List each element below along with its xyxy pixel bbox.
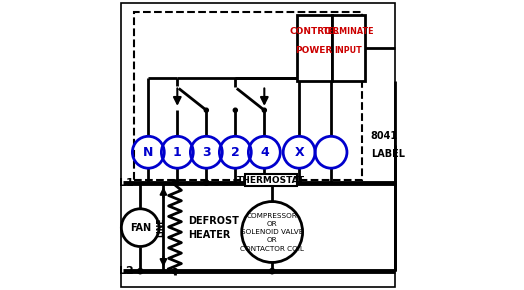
Bar	[332, 14, 365, 81]
Circle shape	[138, 269, 143, 274]
Circle shape	[172, 269, 178, 274]
Text: OR: OR	[267, 221, 278, 227]
Text: L1: L1	[119, 178, 134, 188]
Text: CONTROL: CONTROL	[290, 27, 339, 37]
Circle shape	[263, 108, 266, 112]
Circle shape	[172, 180, 178, 185]
Text: THERMOSTAT: THERMOSTAT	[237, 175, 305, 185]
Text: FAN: FAN	[129, 223, 151, 233]
Circle shape	[233, 108, 237, 112]
Text: 4: 4	[260, 146, 269, 159]
Bar	[134, 12, 362, 180]
Text: 3: 3	[202, 146, 211, 159]
Bar	[245, 174, 297, 186]
Text: INPUT: INPUT	[334, 46, 362, 55]
Text: COMPRESSOR: COMPRESSOR	[247, 213, 298, 219]
Text: LABEL: LABEL	[371, 149, 405, 159]
Text: HEATER: HEATER	[188, 230, 231, 240]
Text: X: X	[294, 146, 304, 159]
Text: SOLENOID VALVE: SOLENOID VALVE	[241, 229, 303, 235]
Circle shape	[204, 108, 209, 112]
Text: N: N	[143, 146, 154, 159]
Text: DEFROST: DEFROST	[188, 215, 239, 226]
Text: 8041: 8041	[371, 131, 398, 141]
Text: 2: 2	[231, 146, 239, 159]
Text: OR: OR	[267, 238, 278, 243]
Text: L2: L2	[119, 266, 134, 276]
Text: TERMINATE: TERMINATE	[323, 27, 374, 37]
Bar	[297, 14, 332, 81]
Circle shape	[204, 180, 209, 185]
Text: 1: 1	[173, 146, 182, 159]
Text: POWER: POWER	[296, 46, 333, 55]
Text: CONTACTOR COIL: CONTACTOR COIL	[240, 246, 304, 251]
Circle shape	[269, 269, 275, 274]
Text: LINE: LINE	[156, 217, 165, 237]
